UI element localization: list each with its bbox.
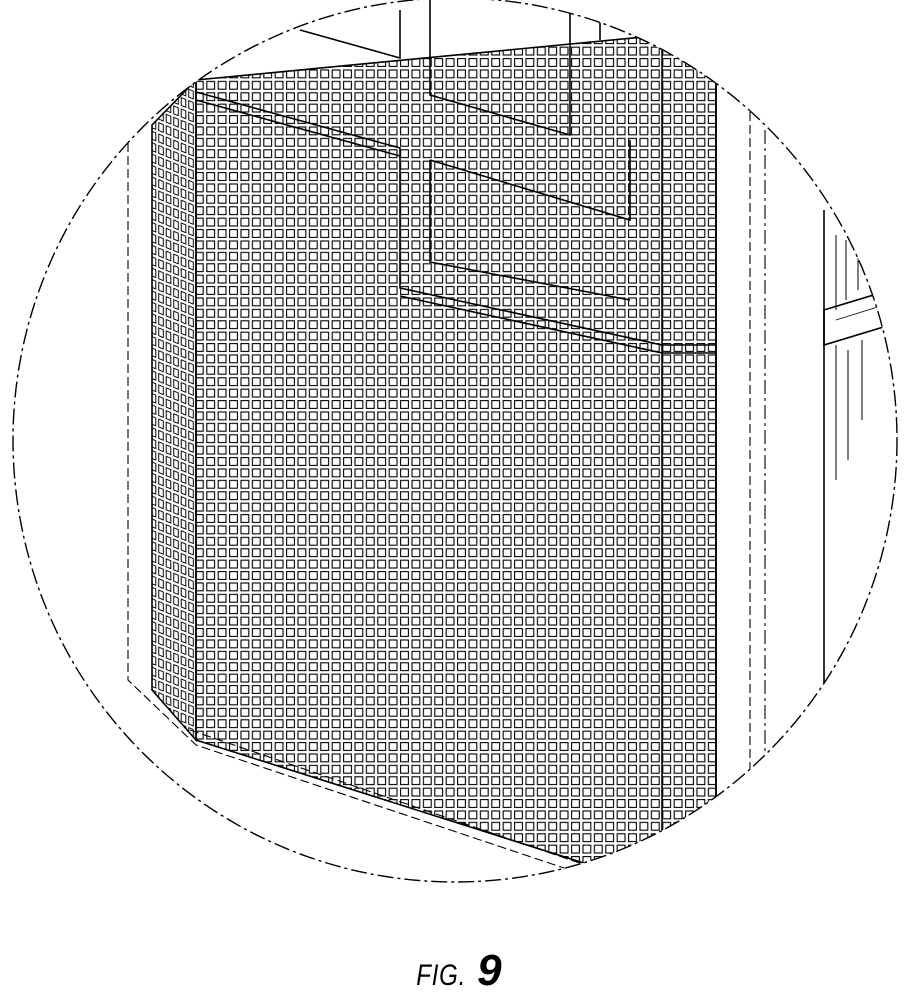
detail-view-content (128, 0, 890, 994)
figure-label: FIG. 9 (0, 946, 912, 996)
mesh-side-panel (152, 80, 196, 740)
figure-label-prefix: FIG. (417, 959, 467, 993)
mesh-front-face (196, 30, 716, 905)
right-structure (824, 210, 890, 994)
figure-label-number: 9 (477, 946, 501, 995)
